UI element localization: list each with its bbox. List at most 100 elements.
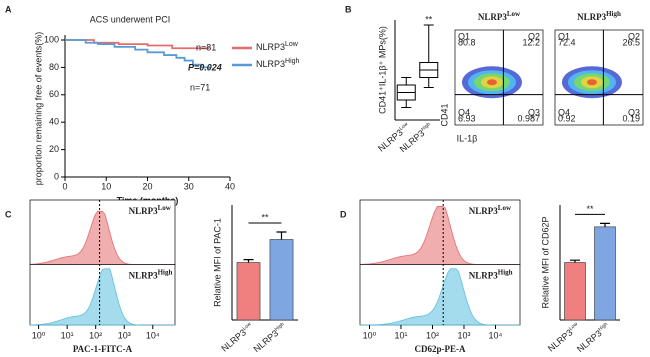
quadrant-label: Q1 bbox=[458, 31, 470, 41]
x-tick-label: 10 bbox=[101, 181, 111, 191]
x-tick-label: 10² bbox=[426, 330, 439, 340]
series-label-sup: High bbox=[158, 268, 173, 276]
error-bar bbox=[570, 259, 580, 263]
y-axis-label: Relative MFI of PAC-1 bbox=[212, 218, 222, 307]
legend-label: NLRP3High bbox=[256, 58, 300, 69]
quadrant-label: Q3 bbox=[528, 107, 540, 117]
x-tick-label: 10³ bbox=[118, 330, 131, 340]
plot-title: NLRP3Low bbox=[478, 10, 521, 22]
plot-title-main: NLRP3 bbox=[478, 12, 507, 22]
series-label-main: NLRP3 bbox=[129, 271, 158, 281]
quadrant-value: 0.987 bbox=[517, 113, 540, 123]
y-axis-label: proportion remaining free of events(%) bbox=[33, 32, 43, 186]
series-label-main: NLRP3 bbox=[129, 206, 158, 216]
series-label-main: NLRP3 bbox=[469, 206, 498, 216]
legend-label-sup: High bbox=[285, 58, 300, 65]
bar bbox=[236, 262, 261, 321]
series-label: NLRP3Low bbox=[469, 204, 512, 216]
panel-label: B bbox=[345, 4, 352, 14]
plot-title-sup: High bbox=[606, 10, 621, 18]
quadrant-label: Q3 bbox=[628, 107, 640, 117]
series-label-sup: High bbox=[498, 268, 513, 276]
quadrant-value: 0.19 bbox=[622, 113, 640, 123]
error-bar bbox=[276, 231, 287, 240]
bar bbox=[564, 262, 586, 321]
x-tick-label-sup: High bbox=[597, 322, 609, 333]
x-tick-label: 20 bbox=[142, 181, 152, 191]
panel-label: A bbox=[5, 4, 12, 14]
quadrant-label: Q2 bbox=[528, 31, 540, 41]
x-tick-label: 40 bbox=[225, 181, 235, 191]
x-tick-label: NLRP3Low bbox=[220, 321, 256, 353]
series-label-sup: Low bbox=[158, 204, 172, 212]
annotation: P=0.024 bbox=[188, 62, 222, 72]
series-label: NLRP3High bbox=[129, 268, 173, 280]
x-tick-label: 10² bbox=[89, 330, 102, 340]
x-tick-label: 10⁴ bbox=[146, 330, 160, 340]
series-label-sup: Low bbox=[498, 204, 512, 212]
x-tick-label: 10¹ bbox=[394, 330, 407, 340]
x-tick-label: NLRP3High bbox=[575, 322, 612, 355]
plot-title: NLRP3High bbox=[577, 10, 621, 22]
quadrant-value: 6.93 bbox=[458, 113, 476, 123]
quadrant-label: Q1 bbox=[558, 31, 570, 41]
histogram-shape bbox=[359, 268, 520, 326]
series-label: NLRP3High bbox=[469, 268, 513, 280]
quadrant-label: Q4 bbox=[458, 107, 470, 117]
km-line bbox=[65, 39, 211, 69]
bar bbox=[269, 239, 294, 321]
x-tick-label-sup: High bbox=[274, 322, 286, 333]
x-tick-label-sup: Low bbox=[399, 121, 410, 132]
panel-label: C bbox=[5, 209, 12, 219]
annotation: n=71 bbox=[190, 82, 210, 92]
x-tick-label: 10⁰ bbox=[32, 330, 46, 340]
error-bar bbox=[243, 259, 254, 263]
quadrant-value: 26.5 bbox=[622, 37, 640, 47]
quadrant-value: 72.4 bbox=[558, 37, 576, 47]
x-tick-label: NLRP3High bbox=[252, 322, 289, 355]
annotation: ** bbox=[261, 212, 269, 222]
series-label-main: NLRP3 bbox=[469, 271, 498, 281]
x-tick-label: 10⁰ bbox=[363, 330, 377, 340]
x-axis-label: PAC-1-FITC-A bbox=[73, 344, 133, 354]
legend-label-main: NLRP3 bbox=[256, 42, 285, 52]
legend-label-sup: Low bbox=[285, 41, 299, 48]
annotation: n=81 bbox=[196, 42, 216, 52]
y-tick-label: 0 bbox=[54, 171, 59, 181]
annotation: ** bbox=[586, 204, 594, 214]
quadrant-label: Q4 bbox=[558, 107, 570, 117]
quadrant-value: 12.2 bbox=[522, 37, 540, 47]
legend-label: NLRP3Low bbox=[256, 41, 299, 52]
density-cloud bbox=[486, 79, 497, 86]
x-tick-label: 30 bbox=[184, 181, 194, 191]
x-tick-label: 10³ bbox=[457, 330, 470, 340]
bar bbox=[594, 226, 616, 321]
quadrant-value: 80.8 bbox=[458, 37, 476, 47]
y-tick-label: 60 bbox=[49, 89, 59, 99]
km-line bbox=[65, 39, 210, 50]
x-tick-label-sup: Low bbox=[242, 321, 253, 332]
x-tick-label: 0 bbox=[62, 181, 67, 191]
series-label: NLRP3Low bbox=[129, 204, 172, 216]
density-cloud bbox=[586, 79, 597, 86]
plot-title-sup: Low bbox=[507, 10, 521, 18]
y-axis-label: CD41⁺IL-1β⁺ MPs(%) bbox=[377, 26, 387, 114]
error-bar bbox=[600, 222, 610, 227]
quadrant-value: 0.92 bbox=[558, 113, 576, 123]
annotation: ** bbox=[425, 14, 433, 24]
y-axis-label: Relative MFI of CD62P bbox=[540, 216, 550, 308]
quadrant-label: Q2 bbox=[628, 31, 640, 41]
legend-label-main: NLRP3 bbox=[256, 59, 285, 69]
panel-label: D bbox=[340, 209, 347, 219]
x-tick-label: 10¹ bbox=[61, 330, 74, 340]
x-tick-label-sup: High bbox=[420, 122, 432, 133]
y-tick-label: 40 bbox=[49, 117, 59, 127]
y-tick-label: 20 bbox=[49, 144, 59, 154]
x-tick-label-sup: Low bbox=[568, 321, 579, 332]
y-axis-label: CD41 bbox=[439, 103, 449, 126]
x-axis-label: IL-1β bbox=[457, 133, 478, 143]
y-tick-label: 100 bbox=[44, 34, 59, 44]
x-tick-label: 10⁴ bbox=[489, 330, 503, 340]
